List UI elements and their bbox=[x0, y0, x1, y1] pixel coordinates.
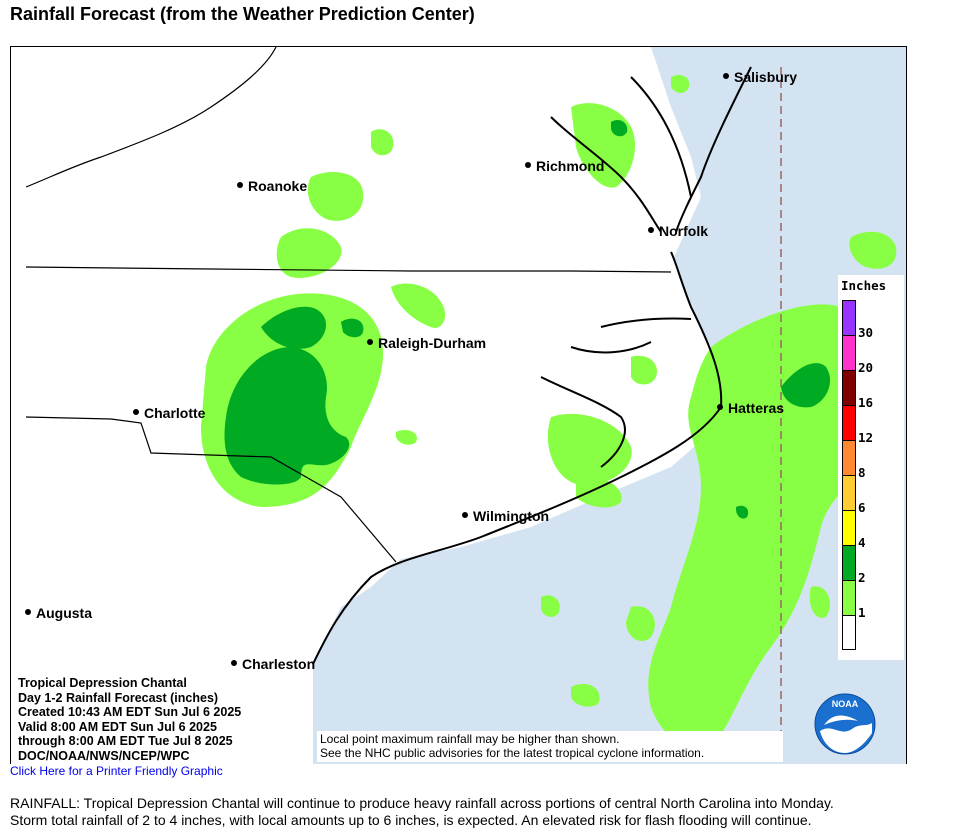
city-marker-icon bbox=[462, 512, 468, 519]
city-richmond: Richmond bbox=[525, 158, 604, 174]
storm-name: Tropical Depression Chantal bbox=[18, 676, 187, 690]
legend-swatch bbox=[842, 475, 856, 510]
summary-line-2: Storm total rainfall of 2 to 4 inches, w… bbox=[10, 812, 812, 828]
created-time: Created 10:43 AM EDT Sun Jul 6 2025 bbox=[18, 705, 242, 719]
city-salisbury: Salisbury bbox=[723, 69, 797, 85]
city-roanoke: Roanoke bbox=[237, 178, 307, 194]
summary-line-1: RAINFALL: Tropical Depression Chantal wi… bbox=[10, 795, 834, 811]
legend-swatch bbox=[842, 510, 856, 545]
map-canvas: 5 bbox=[25, 47, 906, 764]
city-augusta: Augusta bbox=[25, 605, 92, 621]
legend-label: 6 bbox=[858, 500, 866, 515]
legend-label: 1 bbox=[858, 605, 866, 620]
legend-label: 8 bbox=[858, 465, 866, 480]
city-marker-icon bbox=[25, 609, 31, 616]
note-line-2: See the NHC public advisories for the la… bbox=[320, 745, 705, 760]
legend-label: 2 bbox=[858, 570, 866, 585]
city-marker-icon bbox=[717, 404, 723, 411]
city-charleston: Charleston bbox=[231, 656, 315, 672]
legend-swatch bbox=[842, 545, 856, 580]
city-marker-icon bbox=[525, 162, 531, 169]
noaa-logo-icon: NOAA bbox=[814, 693, 876, 755]
legend-label: 12 bbox=[858, 430, 874, 445]
rain-2-4-inch-areas bbox=[224, 120, 831, 519]
legend-title: Inches bbox=[841, 278, 887, 293]
coastline bbox=[312, 66, 752, 665]
legend-swatch bbox=[842, 300, 856, 335]
noaa-logo-text: NOAA bbox=[832, 699, 859, 709]
valid-start: Valid 8:00 AM EDT Sun Jul 6 2025 bbox=[18, 719, 217, 734]
legend-color-bar bbox=[842, 300, 856, 650]
legend-swatch bbox=[842, 370, 856, 405]
city-marker-icon bbox=[367, 339, 373, 346]
city-charlotte: Charlotte bbox=[133, 405, 205, 421]
forecast-period: Day 1-2 Rainfall Forecast (inches) bbox=[18, 690, 219, 705]
legend-swatch bbox=[842, 405, 856, 440]
city-raleigh-durham: Raleigh-Durham bbox=[367, 335, 486, 351]
city-hatteras: Hatteras bbox=[717, 400, 784, 416]
rainfall-map: 5 Salisbury Richmond Roanoke Norfolk Ral… bbox=[10, 46, 907, 764]
legend-label: 20 bbox=[858, 360, 874, 375]
note-line-1: Local point maximum rainfall may be high… bbox=[320, 732, 620, 746]
city-marker-icon bbox=[231, 660, 237, 667]
forecast-info-block: Tropical Depression Chantal Day 1-2 Rain… bbox=[16, 675, 244, 764]
disclaimer-note: Local point maximum rainfall may be high… bbox=[317, 731, 783, 762]
page-title: Rainfall Forecast (from the Weather Pred… bbox=[10, 4, 475, 24]
city-marker-icon bbox=[648, 227, 654, 234]
valid-end: through 8:00 AM EDT Tue Jul 8 2025 bbox=[18, 734, 233, 748]
rainfall-summary: RAINFALL: Tropical Depression Chantal wi… bbox=[10, 795, 955, 829]
legend-label: 30 bbox=[858, 325, 874, 340]
legend-swatch bbox=[842, 335, 856, 370]
legend-label: 4 bbox=[858, 535, 866, 550]
city-wilmington: Wilmington bbox=[462, 508, 549, 524]
state-borders bbox=[25, 47, 672, 563]
city-norfolk: Norfolk bbox=[648, 223, 708, 239]
city-marker-icon bbox=[133, 409, 139, 416]
printer-friendly-link[interactable]: Click Here for a Printer Friendly Graphi… bbox=[10, 764, 223, 778]
legend-swatch bbox=[842, 615, 856, 650]
city-marker-icon bbox=[237, 182, 243, 189]
city-marker-icon bbox=[723, 73, 729, 80]
issuing-agency: DOC/NOAA/NWS/NCEP/WPC bbox=[18, 748, 190, 763]
legend-label: 16 bbox=[858, 395, 874, 410]
rainfall-legend: Inches 30 20 16 12 8 6 4 2 1 bbox=[838, 275, 904, 660]
legend-swatch bbox=[842, 440, 856, 475]
legend-swatch bbox=[842, 580, 856, 615]
